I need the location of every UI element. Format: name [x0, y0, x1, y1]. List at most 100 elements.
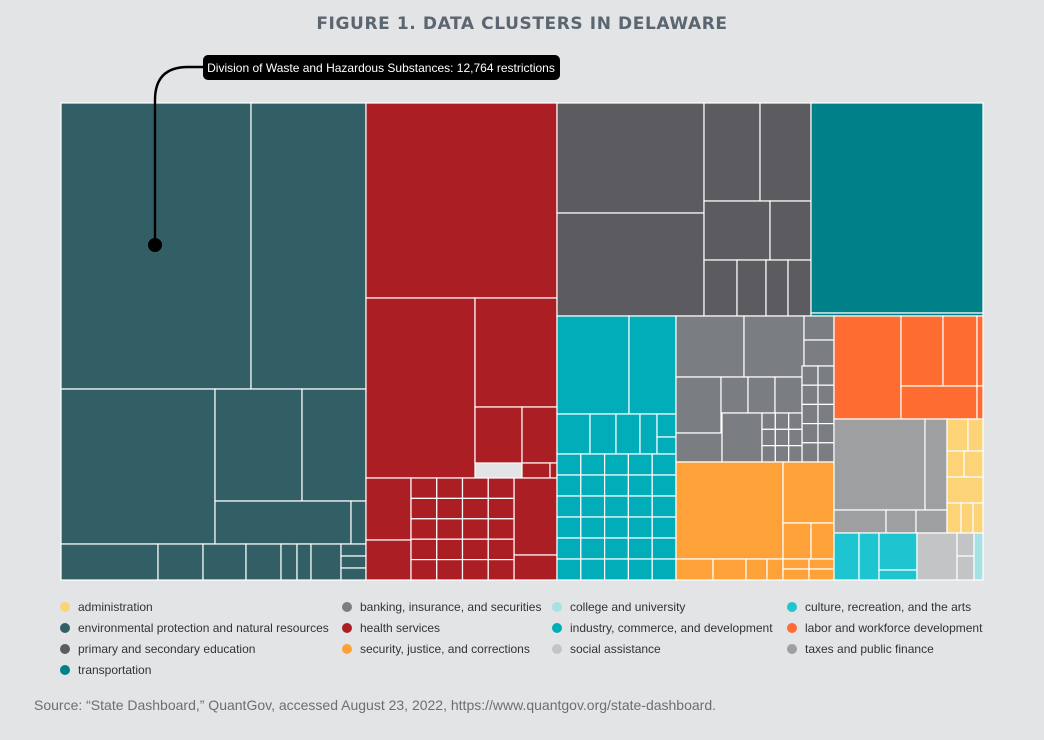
- treemap-tile: [817, 403, 835, 425]
- treemap-tile: [365, 539, 412, 581]
- callout-marker: [148, 238, 162, 252]
- treemap-tile: [214, 500, 352, 545]
- treemap-tile: [301, 388, 367, 502]
- legend-swatch: [60, 665, 70, 675]
- legend-label: industry, commerce, and development: [570, 621, 773, 635]
- treemap-tile: [556, 558, 582, 581]
- legend-label: banking, insurance, and securities: [360, 600, 542, 614]
- treemap-tile: [946, 502, 962, 534]
- treemap-tile: [556, 315, 630, 415]
- treemap-tile: [410, 477, 438, 499]
- treemap-tile: [410, 497, 438, 520]
- treemap-tiles: [60, 102, 984, 581]
- treemap-tile: [487, 538, 515, 561]
- treemap-tile: [310, 543, 342, 581]
- treemap-tile: [788, 445, 803, 463]
- treemap-tile: [627, 453, 653, 476]
- treemap-tile: [627, 516, 653, 539]
- treemap-tile: [803, 315, 835, 341]
- treemap-tile: [761, 428, 776, 447]
- legend-label: culture, recreation, and the arts: [805, 600, 972, 614]
- legend-swatch: [552, 602, 562, 612]
- treemap-tile: [761, 445, 776, 463]
- treemap-tile: [651, 474, 677, 497]
- treemap-tile: [365, 477, 412, 541]
- treemap-tile: [556, 474, 582, 497]
- treemap-tile: [703, 200, 771, 261]
- treemap-tile: [782, 568, 810, 581]
- legend-item: administration: [60, 597, 153, 617]
- treemap-tile: [803, 339, 835, 367]
- treemap-tile: [350, 500, 367, 545]
- treemap-tile: [801, 442, 819, 463]
- treemap-tile: [810, 522, 835, 560]
- treemap-tile: [556, 413, 591, 455]
- treemap-tile: [976, 385, 984, 420]
- treemap-tile: [656, 436, 677, 455]
- treemap-tile: [487, 518, 515, 540]
- treemap-tile: [628, 315, 677, 415]
- treemap-tile: [556, 495, 582, 518]
- treemap-tile: [801, 384, 819, 406]
- treemap-tile: [976, 315, 984, 387]
- treemap-tile: [946, 450, 965, 478]
- legend-swatch: [342, 602, 352, 612]
- treemap-tile: [603, 474, 629, 497]
- treemap-tile: [769, 200, 812, 261]
- treemap-tile: [436, 477, 464, 499]
- legend-label: administration: [78, 600, 153, 614]
- treemap-tile: [639, 413, 658, 455]
- treemap-tile: [651, 537, 677, 560]
- legend: administration banking, insurance, and se…: [60, 597, 1000, 681]
- legend-item: culture, recreation, and the arts: [787, 597, 971, 617]
- treemap-tile: [280, 543, 298, 581]
- treemap-tile: [651, 516, 677, 539]
- treemap-tile: [900, 315, 944, 387]
- treemap-tile: [675, 315, 745, 378]
- treemap-tile: [774, 412, 790, 430]
- legend-label: health services: [360, 621, 441, 635]
- treemap-tile: [521, 462, 551, 479]
- legend-item: industry, commerce, and development: [552, 618, 773, 638]
- treemap-tile: [766, 558, 784, 581]
- treemap-tile: [651, 495, 677, 518]
- treemap-tile: [759, 102, 812, 202]
- treemap-tile: [487, 477, 515, 499]
- treemap-tile: [627, 537, 653, 560]
- legend-swatch: [60, 644, 70, 654]
- callout-leader-line: [153, 65, 206, 245]
- treemap-tile: [410, 518, 438, 540]
- treemap-tile: [801, 403, 819, 425]
- treemap-tile: [340, 567, 367, 581]
- treemap-tile: [956, 532, 975, 557]
- treemap-tile: [808, 558, 835, 570]
- treemap-tile: [603, 495, 629, 518]
- legend-swatch: [60, 602, 70, 612]
- treemap-tile: [817, 442, 835, 463]
- legend-label: transportation: [78, 663, 152, 677]
- treemap-tile: [774, 445, 790, 463]
- treemap-tile: [580, 495, 606, 518]
- treemap-tile: [340, 543, 367, 557]
- treemap-tile: [365, 297, 476, 479]
- treemap-tile: [487, 558, 515, 581]
- treemap-tile: [410, 558, 438, 581]
- legend-item: transportation: [60, 660, 151, 680]
- treemap-tile: [765, 259, 789, 317]
- legend-item: environmental protection and natural res…: [60, 618, 329, 638]
- legend-label: social assistance: [570, 642, 661, 656]
- treemap-tile: [651, 558, 677, 581]
- treemap-tile: [878, 532, 918, 571]
- treemap-tile: [556, 516, 582, 539]
- treemap-tile: [915, 509, 948, 534]
- treemap-tile: [712, 558, 747, 581]
- treemap-tile: [703, 259, 738, 317]
- treemap-tile: [296, 543, 312, 581]
- treemap-tile: [808, 568, 835, 581]
- legend-item: security, justice, and corrections: [342, 639, 530, 659]
- legend-item: banking, insurance, and securities: [342, 597, 541, 617]
- treemap-tile: [743, 315, 805, 378]
- treemap-tile: [513, 477, 558, 556]
- treemap-tile: [972, 502, 984, 534]
- treemap-tile: [436, 558, 464, 581]
